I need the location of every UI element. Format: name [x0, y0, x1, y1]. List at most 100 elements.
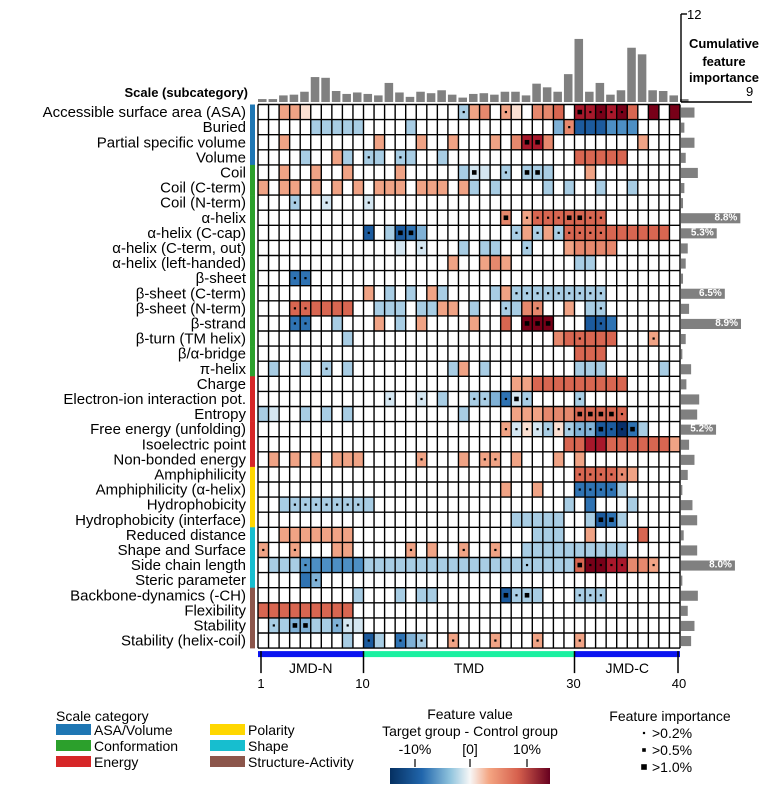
cumulative-bar — [416, 91, 425, 102]
category-strip — [250, 572, 255, 588]
importance-marker — [357, 503, 360, 506]
category-strip — [250, 497, 255, 513]
row-label: Electron-ion interaction pot. — [63, 391, 246, 408]
importance-marker — [610, 473, 613, 476]
legend-category-title: Scale category — [56, 708, 149, 724]
importance-marker — [578, 428, 581, 431]
heat-cell — [458, 180, 469, 196]
importance-marker — [388, 397, 391, 401]
importance-marker — [599, 488, 602, 491]
importance-marker — [568, 428, 571, 431]
importance-marker — [420, 458, 423, 461]
heat-cell — [342, 119, 353, 135]
importance-marker — [293, 548, 297, 552]
feature-importance-bar — [681, 636, 692, 647]
cumulative-bar — [648, 90, 657, 102]
heat-cell — [268, 361, 280, 377]
heat-cell — [532, 542, 543, 558]
heat-cell — [310, 527, 322, 543]
importance-marker — [503, 592, 509, 598]
legend-label: Energy — [94, 754, 138, 770]
importance-marker — [515, 428, 518, 431]
importance-marker — [409, 548, 413, 552]
importance-marker — [525, 246, 529, 250]
heat-cell — [374, 557, 385, 573]
heat-cell — [658, 436, 670, 452]
category-strip — [250, 240, 255, 256]
importance-marker — [494, 639, 497, 642]
importance-marker — [598, 411, 604, 417]
heat-cell — [511, 557, 522, 573]
heat-cell — [405, 557, 417, 573]
heat-cell — [627, 497, 638, 513]
importance-marker — [599, 322, 602, 325]
x-tick-label: 10 — [355, 676, 369, 691]
colorbar — [390, 768, 550, 784]
importance-marker — [504, 110, 508, 114]
heat-cell — [352, 119, 364, 135]
cumulative-bar — [669, 95, 678, 102]
importance-marker — [547, 428, 550, 431]
row-label: Backbone-dynamics (-CH) — [70, 587, 246, 604]
heat-cell — [458, 451, 469, 467]
heat-cell — [532, 587, 543, 603]
heat-cell — [585, 119, 596, 135]
importance-marker — [515, 594, 518, 597]
heat-cell — [511, 300, 522, 316]
heat-cell — [268, 557, 280, 573]
heat-cell — [384, 225, 396, 241]
legend-value-title: Feature value — [427, 706, 513, 722]
heat-cell — [300, 104, 311, 120]
heat-cell — [310, 180, 322, 196]
heat-cell — [616, 225, 628, 241]
feature-importance-bar — [681, 183, 685, 194]
heat-cell — [500, 315, 512, 331]
importance-marker — [398, 230, 403, 236]
heat-cell — [553, 557, 564, 573]
importance-marker — [293, 307, 297, 310]
importance-marker — [293, 201, 297, 204]
heat-cell — [374, 149, 385, 165]
heat-cell — [352, 180, 364, 196]
category-strip — [250, 436, 255, 453]
heat-cell — [258, 180, 269, 196]
heat-cell — [374, 300, 385, 316]
importance-marker — [515, 231, 518, 234]
cumulative-bar — [384, 82, 394, 102]
legend-swatch — [210, 740, 245, 751]
heat-cell — [542, 180, 554, 196]
heat-cell — [331, 542, 343, 558]
importance-marker — [420, 639, 423, 642]
importance-marker — [535, 170, 540, 175]
heat-cell — [595, 331, 607, 347]
heat-cell — [374, 633, 385, 649]
heat-cell — [616, 542, 628, 558]
importance-marker — [578, 639, 581, 642]
heat-cell — [310, 119, 322, 135]
importance-marker — [525, 216, 529, 219]
importance-marker — [367, 639, 370, 642]
heat-cell — [479, 255, 491, 271]
heat-cell — [416, 557, 427, 573]
row-label: Entropy — [194, 406, 246, 423]
importance-marker — [568, 126, 571, 129]
heat-cell — [395, 315, 406, 331]
heat-cell — [563, 436, 575, 452]
importance-marker — [557, 216, 560, 219]
category-strip — [250, 315, 255, 332]
importance-marker — [598, 426, 604, 432]
importance-marker — [599, 307, 602, 310]
cumulative-bar — [289, 94, 299, 102]
importance-marker — [599, 231, 602, 234]
heat-cell — [532, 406, 543, 422]
heat-cell — [469, 315, 480, 331]
heat-cell — [342, 331, 353, 347]
cumulative-bar — [300, 91, 309, 102]
cumulative-bar — [585, 91, 594, 102]
heat-cell — [532, 482, 543, 498]
importance-marker — [462, 110, 465, 114]
importance-marker — [367, 201, 370, 204]
legend-swatch — [56, 740, 91, 751]
heat-cell — [521, 376, 533, 392]
